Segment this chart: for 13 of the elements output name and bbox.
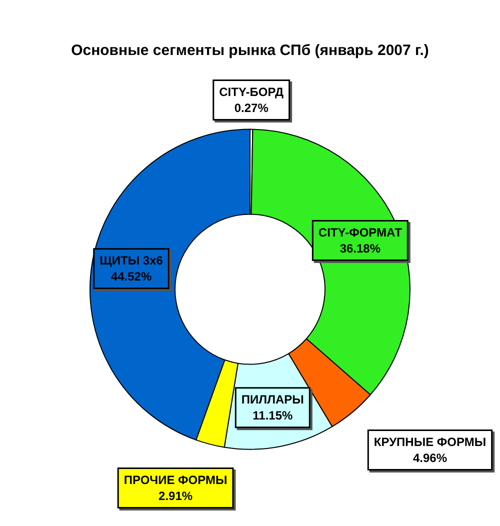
data-label: 0.27% bbox=[234, 101, 269, 115]
slice-label: ЩИТЫ 3х6 bbox=[100, 254, 164, 268]
slice-label: КРУПНЫЕ ФОРМЫ bbox=[374, 435, 486, 449]
data-label: 2.91% bbox=[158, 489, 193, 503]
slice-label: ПИЛЛАРЫ bbox=[241, 392, 304, 407]
data-label: 36.18% bbox=[340, 241, 381, 256]
data-label: 4.96% bbox=[412, 451, 448, 465]
slice-label: CITY-БОРД bbox=[219, 85, 284, 99]
slice-label: CITY-ФОРМАТ bbox=[318, 225, 403, 240]
slice-label: ПРОЧИЕ ФОРМЫ bbox=[124, 473, 228, 487]
data-label: 44.52% bbox=[110, 270, 152, 284]
chart-title: Основные сегменты рынка СПб (январь 2007 г.) bbox=[71, 42, 429, 59]
data-label: 11.15% bbox=[252, 408, 293, 423]
